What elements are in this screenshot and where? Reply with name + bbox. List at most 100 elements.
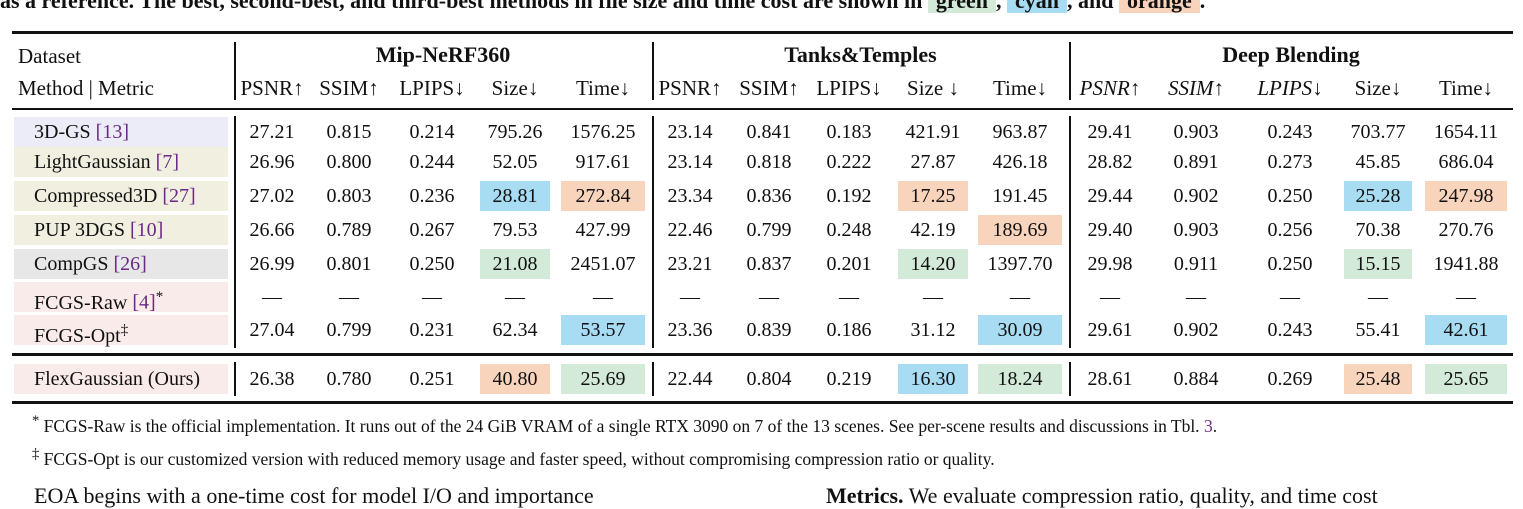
table-cell: — (422, 286, 442, 308)
table-cell: 703.77 (1350, 121, 1406, 143)
method-label: Compressed3D (34, 185, 158, 207)
method-name: Compressed3D [27] (14, 182, 238, 210)
table-cell: 421.91 (905, 121, 961, 143)
metric-header: PSNR↑ (658, 76, 722, 100)
vertical-rule (1069, 116, 1071, 348)
method-cell-background (14, 282, 228, 312)
table-cell: — (1010, 286, 1030, 308)
table-cell: 0.804 (746, 368, 792, 390)
table-cell: — (505, 286, 525, 308)
table-cell: — (759, 286, 779, 308)
table-cell: 29.44 (1087, 185, 1133, 207)
method-cell-background (14, 117, 228, 147)
method-name: 3D-GS [13] (14, 118, 238, 146)
dataset-group-title: Deep Blending (1222, 42, 1360, 67)
table-cell: 0.201 (826, 253, 872, 275)
metric-header: LPIPS↓ (816, 76, 882, 100)
table-cell: 0.192 (826, 185, 872, 207)
table-cell: 0.186 (826, 319, 872, 341)
table-cell: 0.837 (746, 253, 792, 275)
method-name: FCGS-Opt‡ (14, 316, 238, 347)
table-cell: 30.09 (978, 315, 1062, 345)
method-label: FCGS-Raw (34, 291, 128, 314)
vertical-rule (652, 42, 654, 100)
table-cell: 0.803 (326, 185, 372, 207)
table-cell: 0.222 (826, 151, 872, 173)
table-cell: 23.21 (667, 253, 713, 275)
citation-link[interactable]: [4] (132, 291, 156, 314)
table-cell: 23.14 (667, 121, 713, 143)
method-label: PUP 3DGS (34, 219, 125, 241)
table-cell: 25.69 (561, 364, 645, 394)
citation-link[interactable]: [10] (129, 219, 164, 241)
method-name: LightGaussian [7] (14, 148, 238, 176)
table-cell: 15.15 (1344, 249, 1412, 279)
citation-link[interactable]: [13] (95, 121, 129, 143)
method-label: LightGaussian (34, 151, 151, 173)
table-cell: 0.219 (826, 368, 872, 390)
table-cell: 0.836 (746, 185, 792, 207)
table-cell: 62.34 (492, 319, 538, 341)
table-cell: 1576.25 (570, 121, 636, 143)
citation-link[interactable]: [7] (155, 151, 179, 173)
body-text-right-rest: We evaluate compression ratio, quality, … (908, 483, 1378, 508)
table-cell: 0.902 (1173, 319, 1219, 341)
citation-link[interactable]: [26] (113, 253, 147, 275)
vertical-rule (1069, 362, 1071, 396)
table-cell: 0.251 (409, 368, 455, 390)
footnote-1-ref[interactable]: 3 (1203, 415, 1213, 436)
metric-header: Time↓ (1438, 76, 1494, 100)
metric-header: Size↓ (491, 76, 539, 100)
table-cell: 42.19 (910, 219, 956, 241)
table-cell: 21.08 (480, 249, 550, 279)
dataset-group-title: Mip-NeRF360 (375, 42, 511, 67)
table-cell: 0.267 (409, 219, 455, 241)
method-label: FCGS-Opt (34, 324, 121, 347)
footnote-1: * FCGS-Raw is the official implementatio… (32, 410, 1217, 437)
table-cell: 0.841 (746, 121, 792, 143)
table-cell: 55.41 (1355, 319, 1401, 341)
table-cell: 27.02 (249, 185, 295, 207)
citation-link[interactable]: [27] (162, 185, 196, 207)
metric-header: LPIPS↓ (1257, 76, 1323, 100)
table-cell: 0.902 (1173, 185, 1219, 207)
table-cell: 26.66 (249, 219, 295, 241)
vertical-rule (652, 362, 654, 396)
footnote-2-mark: ‡ (32, 446, 40, 462)
table-cell: 29.41 (1087, 121, 1133, 143)
table-cell: 23.14 (667, 151, 713, 173)
table-cell: 23.36 (667, 319, 713, 341)
table-cell: 42.61 (1425, 315, 1507, 345)
table-cell: 963.87 (992, 121, 1048, 143)
table-cell: 29.40 (1087, 219, 1133, 241)
table-cell: — (262, 286, 282, 308)
table-cell: 25.28 (1344, 181, 1412, 211)
bottom-rule (12, 401, 1513, 404)
table-cell: 26.38 (249, 368, 295, 390)
caption-period: . (1199, 0, 1206, 13)
method-cell-background (14, 215, 228, 245)
method-cell-background (14, 249, 228, 279)
table-cell: 0.891 (1173, 151, 1219, 173)
body-text-right-bold: Metrics. (826, 483, 904, 508)
table-cell: 272.84 (561, 181, 645, 211)
table-cell: — (1456, 286, 1476, 308)
table-cell: 0.243 (1267, 319, 1313, 341)
table-cell: 0.250 (1267, 185, 1313, 207)
table-cell: 18.24 (978, 364, 1062, 394)
table-cell: — (839, 286, 859, 308)
table-cell: 1654.11 (1433, 121, 1499, 143)
table-cell: — (1100, 286, 1120, 308)
caption-comma: , (996, 0, 1002, 13)
table-cell: 189.69 (978, 215, 1062, 245)
table-cell: — (593, 286, 613, 308)
table-cell: 27.87 (910, 151, 956, 173)
metric-header: Size ↓ (907, 76, 959, 100)
table-cell: 23.34 (667, 185, 713, 207)
table-cell: 0.183 (826, 121, 872, 143)
table-cell: 1397.70 (987, 253, 1053, 275)
footnote-2: ‡ FCGS-Opt is our customized version wit… (32, 443, 995, 470)
method-cell-background (14, 147, 228, 177)
table-cell: 270.76 (1438, 219, 1494, 241)
table-cell: 40.80 (480, 364, 550, 394)
